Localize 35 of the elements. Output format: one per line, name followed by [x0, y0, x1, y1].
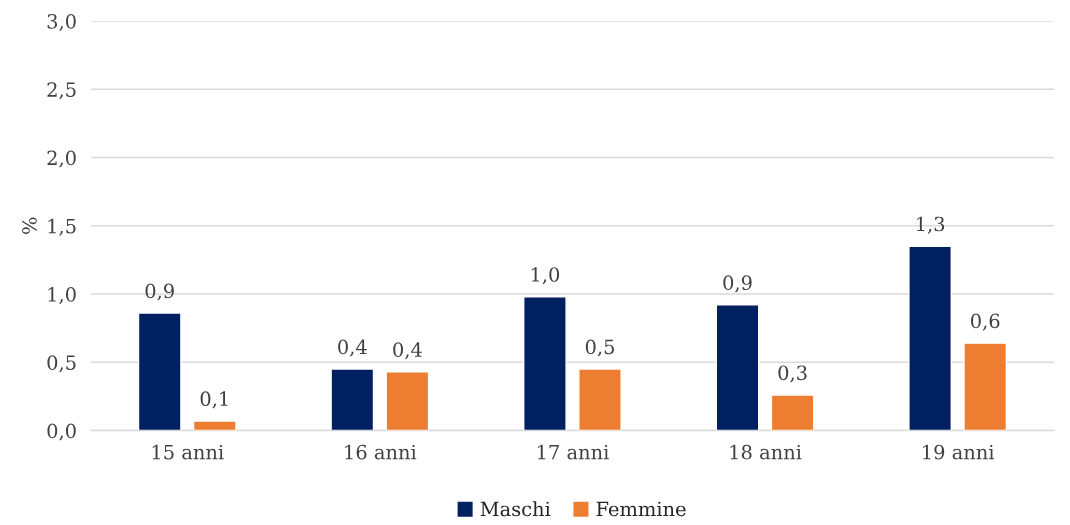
data-label: 0,9: [723, 275, 752, 293]
y-tick-label: 2,0: [47, 150, 76, 168]
y-tick-label: 0,5: [47, 355, 76, 373]
y-tick-label: 3,0: [47, 13, 76, 32]
x-tick-label: 17 anni: [537, 444, 609, 460]
y-tick-label: 0,0: [47, 423, 76, 441]
data-label: 0,9: [145, 283, 174, 301]
bar: [137, 312, 182, 431]
bar: [523, 296, 567, 431]
bar: [908, 245, 952, 431]
data-label: 1,0: [531, 267, 560, 285]
x-tick-label: 18 anni: [730, 444, 802, 460]
bar: [770, 394, 815, 431]
bar: [963, 342, 1008, 431]
data-label: 0,1: [200, 391, 228, 409]
y-tick-label: 1,0: [48, 286, 76, 305]
bar: [715, 304, 760, 431]
bar: [385, 371, 430, 431]
y-axis-title: %: [22, 217, 37, 234]
data-label: 0,5: [585, 339, 614, 357]
data-label: 1,3: [917, 216, 945, 234]
bar: [192, 420, 237, 431]
x-tick-label: 15 anni: [152, 444, 224, 460]
data-label: 0,6: [971, 313, 1000, 331]
y-tick-label: 1,5: [48, 218, 76, 236]
x-tick-label: 19 anni: [923, 444, 995, 460]
legend-label: Femmine: [596, 501, 686, 517]
data-label: 0,3: [778, 365, 807, 383]
bar: [330, 368, 375, 431]
bar: [578, 368, 622, 431]
x-tick-label: 16 anni: [345, 444, 417, 460]
legend-label: Maschi: [480, 501, 551, 517]
data-label: 0,4: [393, 342, 422, 360]
y-tick-label: 2,5: [47, 82, 76, 100]
data-label: 0,4: [338, 339, 367, 357]
